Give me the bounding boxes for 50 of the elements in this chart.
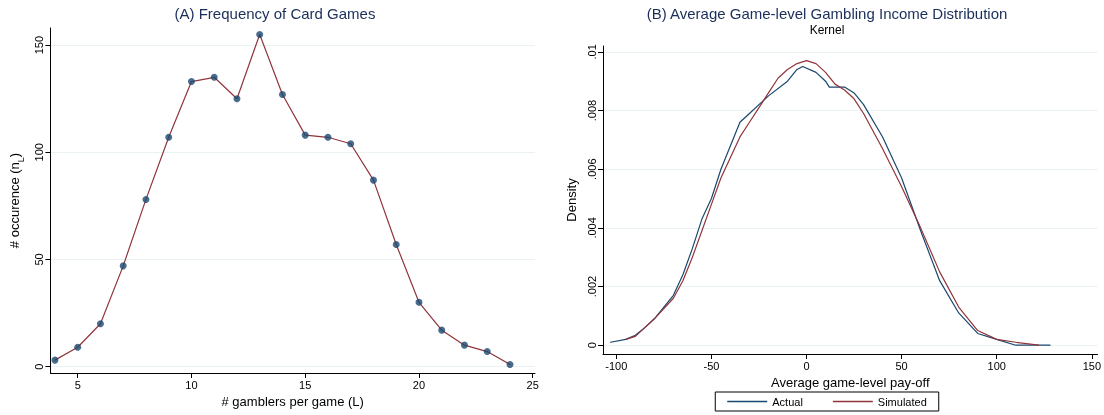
y-tick-label: 150	[32, 35, 45, 55]
point	[460, 341, 468, 349]
y-tick-label: .004	[585, 217, 598, 239]
y-tick-label: 100	[32, 143, 45, 162]
x-tick-label: 10	[185, 378, 198, 391]
y-tick-label: 0	[585, 342, 598, 349]
x-tick-label: 50	[895, 359, 908, 372]
x-axis-title: # gamblers per game (L)	[221, 393, 364, 409]
point	[506, 360, 514, 368]
y-tick-label: .002	[585, 275, 598, 298]
point	[210, 73, 218, 81]
legend-label: Actual	[772, 395, 803, 408]
chart-subtitle: Kernel	[809, 23, 845, 37]
x-tick-label: 5	[74, 378, 81, 391]
x-tick-label: -100	[605, 359, 628, 372]
point	[119, 262, 127, 270]
y-tick-label: 50	[32, 253, 45, 266]
point	[74, 343, 82, 351]
x-tick-label: 20	[412, 378, 426, 391]
y-axis-title: Density	[564, 177, 580, 222]
point	[324, 133, 332, 141]
point	[278, 90, 286, 98]
point	[392, 240, 400, 248]
chart-title: (A) Frequency of Card Games	[174, 5, 376, 22]
point	[142, 195, 150, 203]
point	[96, 320, 104, 328]
point	[187, 78, 195, 86]
y-tick-label: .008	[585, 99, 598, 122]
point	[347, 140, 355, 148]
point	[369, 176, 377, 184]
point	[51, 356, 59, 364]
x-tick-label: 150	[1082, 359, 1101, 372]
x-tick-label: 25	[526, 378, 539, 391]
y-tick-label: .006	[585, 158, 598, 180]
point	[483, 348, 491, 356]
point	[438, 326, 446, 334]
x-tick-label: 15	[299, 378, 312, 391]
chart-title: (B) Average Game-level Gambling Income Distribution	[646, 5, 1008, 22]
x-tick-label: 100	[987, 359, 1006, 372]
y-tick-label: .01	[585, 44, 598, 60]
point	[165, 133, 173, 141]
legend-label: Simulated	[877, 395, 927, 408]
point	[256, 30, 264, 38]
x-tick-label: -50	[703, 359, 720, 372]
point	[301, 131, 309, 139]
x-axis-title: Average game-level pay-off	[771, 374, 930, 390]
y-axis-title: # occurence (nL)	[7, 152, 26, 249]
point	[415, 298, 423, 306]
x-tick-label: 0	[803, 359, 810, 372]
point	[233, 95, 241, 103]
